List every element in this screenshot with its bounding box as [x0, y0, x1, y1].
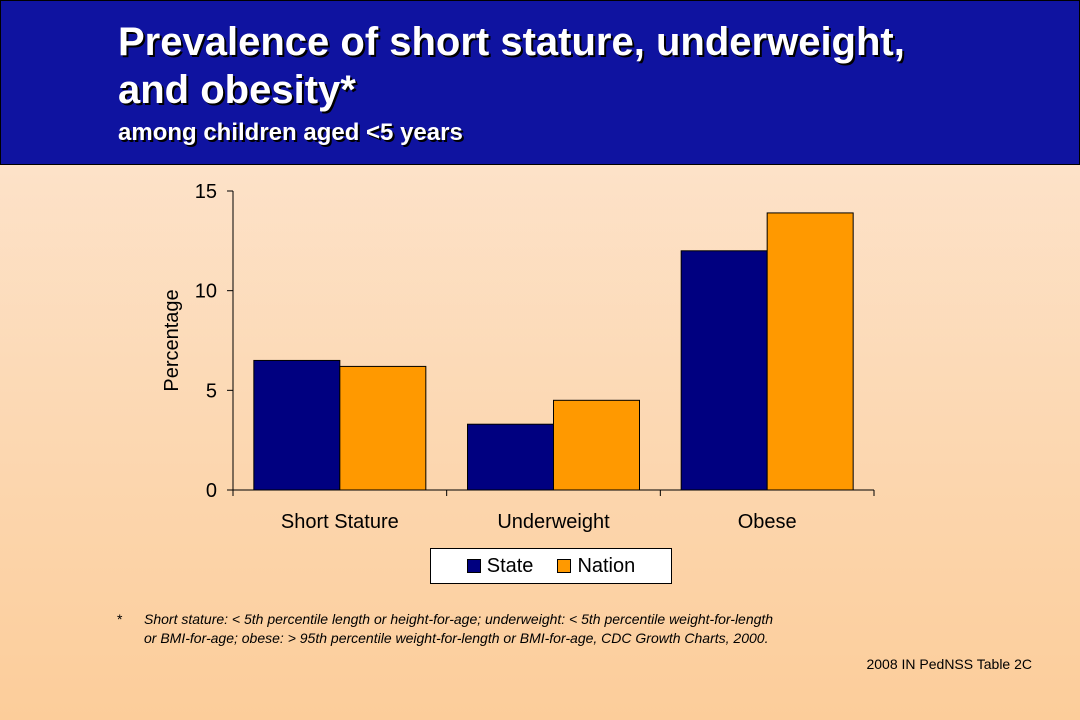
footnote: * Short stature: < 5th percentile length… [117, 610, 917, 648]
bar-nation-short-stature [339, 365, 427, 491]
x-tick-label: Underweight [497, 511, 610, 533]
page-title: Prevalence of short stature, underweight… [118, 18, 905, 114]
chart-legend: State Nation [430, 548, 672, 584]
footnote-line-2: or BMI-for-age; obese: > 95th percentile… [144, 630, 769, 646]
source-citation: 2008 IN PedNSS Table 2C [866, 656, 1032, 672]
y-tick-label: 0 [206, 480, 217, 502]
y-tick-label: 5 [206, 380, 217, 402]
title-banner: Prevalence of short stature, underweight… [0, 0, 1080, 165]
bar-state-underweight [467, 423, 554, 491]
legend-label-state: State [486, 554, 534, 577]
page-subtitle: among children aged <5 years [118, 119, 463, 146]
legend-swatch-nation [557, 559, 572, 573]
bar-state-obese [680, 250, 768, 491]
legend-label-nation: Nation [577, 554, 636, 577]
bar-state-short-stature [253, 359, 341, 491]
bar-nation-underweight [553, 399, 640, 491]
title-line-2: and obesity* [118, 68, 356, 112]
x-tick-label: Obese [738, 511, 797, 533]
y-tick-label: 10 [195, 281, 217, 303]
y-axis-label: Percentage [161, 289, 183, 391]
y-tick-label: 15 [195, 181, 217, 203]
x-tick-label: Short Stature [281, 511, 399, 533]
bar-nation-obese [766, 212, 854, 491]
legend-swatch-state [466, 559, 481, 573]
title-line-1: Prevalence of short stature, underweight… [118, 20, 905, 64]
legend-item-state: State [466, 554, 534, 578]
footnote-line-1: Short stature: < 5th percentile length o… [144, 611, 774, 627]
footnote-marker: * [117, 611, 123, 627]
legend-item-nation: Nation [557, 555, 635, 578]
